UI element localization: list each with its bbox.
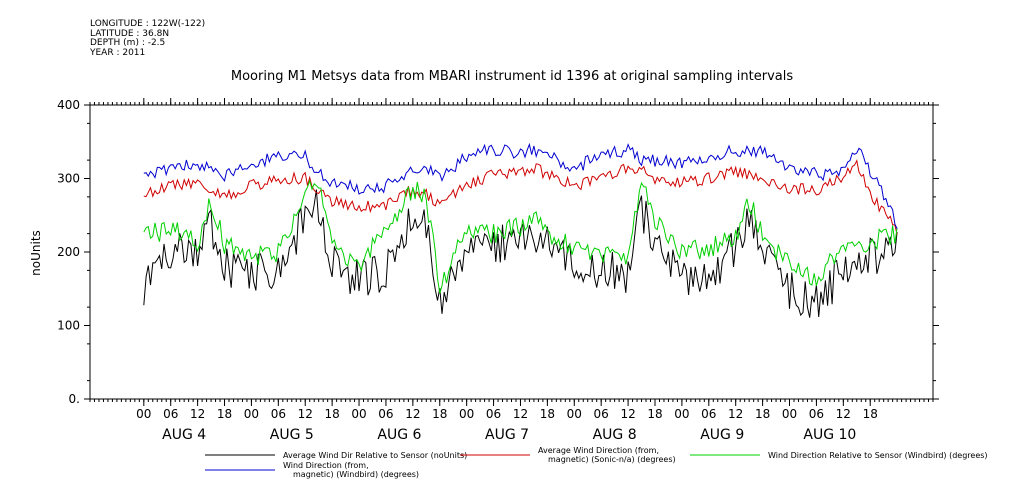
latitude-text: LATITUDE : 36.8N [90,28,170,39]
year-text: YEAR : 2011 [90,47,146,58]
x-tick-label: 06 [163,407,178,421]
series-line-2 [143,159,898,236]
x-tick-label: 00 [136,407,151,421]
y-tick-label: 300 [57,172,80,186]
x-tick-label: 18 [863,407,878,421]
x-tick-label: 06 [809,407,824,421]
x-tick-label: 00 [782,407,797,421]
y-tick-label: 400 [57,98,80,112]
series-line-3 [143,179,898,294]
x-tick-label: 12 [728,407,743,421]
y-tick-label: 100 [57,319,80,333]
metadata-block: LONGITUDE : 122W(-122) LATITUDE : 36.8N … [90,19,206,58]
x-tick-label: 00 [567,407,582,421]
x-tick-label: 12 [190,407,205,421]
legend-label: Average Wind Dir Relative to Sensor (noU… [283,451,467,460]
x-tick-label: 18 [324,407,339,421]
series-line-1 [143,189,898,318]
axes: 0. 100 200 300 400 00 06 12 18 AUG 4 00 06 12 18 AUG 5… [57,98,939,443]
chart-title: Mooring M1 Metsys data from MBARI instru… [231,69,793,84]
x-tick-label: 18 [647,407,662,421]
depth-text: DEPTH (m) : -2.5 [90,38,166,48]
day-label: AUG 8 [593,427,637,443]
x-tick-label: 12 [513,407,528,421]
x-tick-label: 18 [217,407,232,421]
x-tick-label: 06 [378,407,393,421]
day-label: AUG 6 [377,427,421,443]
x-tick-label: 06 [271,407,286,421]
day-label: AUG 9 [700,427,744,443]
legend-label: Wind Direction Relative to Sensor (Windb… [768,451,988,460]
day-label: AUG 7 [485,427,529,443]
x-tick-label: 06 [594,407,609,421]
x-tick-label: 00 [244,407,259,421]
x-tick-label: 12 [620,407,635,421]
plot-series [143,142,898,318]
legend-label: Wind Direction (from, [283,461,369,470]
x-tick-label: 00 [351,407,366,421]
legend-label: Average Wind Direction (from, [538,446,659,455]
x-tick-label: 12 [298,407,313,421]
y-tick-label: 200 [57,245,80,259]
x-tick-label: 06 [486,407,501,421]
legend: Average Wind Dir Relative to Sensor (noU… [205,446,988,479]
x-tick-label: 12 [836,407,851,421]
x-tick-label: 12 [405,407,420,421]
longitude-text: LONGITUDE : 122W(-122) [90,19,206,29]
x-tick-label: 18 [432,407,447,421]
day-label: AUG 4 [162,427,206,443]
x-tick-label: 18 [755,407,770,421]
y-axis-label: noUnits [29,230,43,276]
x-tick-label: 18 [540,407,555,421]
y-tick-label: 0. [69,392,80,406]
series-line-4 [143,142,898,229]
legend-label-line2: magnetic) (Sonic-n/a) (degrees) [548,455,676,464]
x-tick-label: 06 [701,407,716,421]
x-tick-label: 00 [674,407,689,421]
day-label: AUG 10 [803,427,856,443]
legend-label-line2: magnetic) (Windbird) (degrees) [293,470,419,479]
x-tick-label: 00 [459,407,474,421]
day-label: AUG 5 [270,427,314,443]
plot-frame [89,104,934,400]
